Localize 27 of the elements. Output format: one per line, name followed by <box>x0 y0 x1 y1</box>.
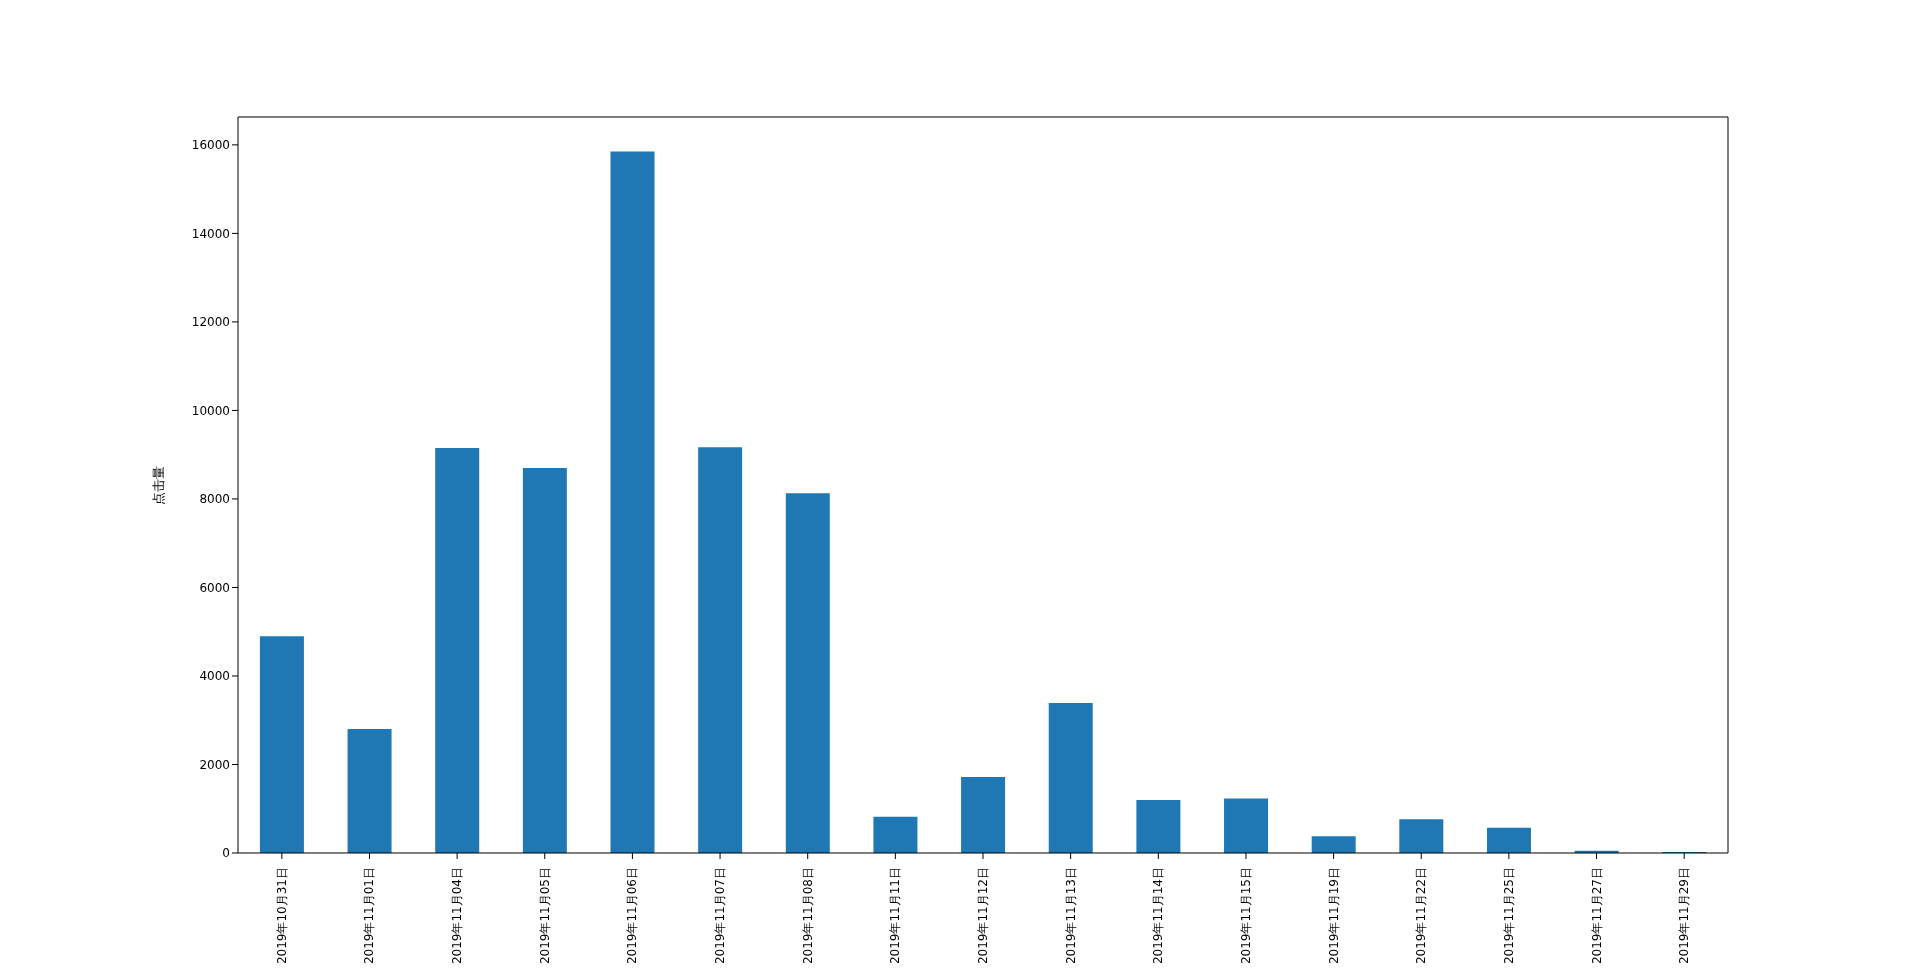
x-tick-label: 2019年11月19日 <box>1326 867 1341 965</box>
x-tick-label: 2019年11月22日 <box>1414 867 1429 965</box>
x-tick-label: 2019年11月27日 <box>1589 867 1604 965</box>
x-tick-label: 2019年11月07日 <box>713 867 728 965</box>
x-tick-label: 2019年11月04日 <box>450 867 465 965</box>
y-tick-label: 0 <box>222 846 230 861</box>
x-tick-label: 2019年11月11日 <box>888 867 903 965</box>
y-tick-label: 10000 <box>191 403 230 418</box>
x-tick-label: 2019年11月25日 <box>1501 867 1516 965</box>
y-tick-label: 6000 <box>199 580 230 595</box>
y-axis-title: 点击量 <box>150 465 166 505</box>
x-tick-label: 2019年11月29日 <box>1677 867 1692 965</box>
y-tick-label: 8000 <box>199 492 230 507</box>
x-tick-label: 2019年11月14日 <box>1151 867 1166 965</box>
x-tick-label: 2019年11月06日 <box>625 867 640 965</box>
x-tick-label: 2019年11月08日 <box>800 867 815 965</box>
x-tick-label: 2019年11月12日 <box>976 867 990 965</box>
y-tick-label: 2000 <box>199 757 230 772</box>
y-tick-label: 12000 <box>191 315 230 330</box>
y-tick-label: 4000 <box>199 669 230 684</box>
x-tick-label: 2019年10月31日 <box>274 867 289 965</box>
y-tick-label: 16000 <box>191 138 230 153</box>
x-tick-label: 2019年11月01日 <box>362 867 377 965</box>
x-tick-label: 2019年11月13日 <box>1063 867 1078 965</box>
y-tick-label: 14000 <box>191 226 230 241</box>
x-tick-label: 2019年11月15日 <box>1238 867 1253 965</box>
x-tick-label: 2019年11月05日 <box>537 867 552 965</box>
